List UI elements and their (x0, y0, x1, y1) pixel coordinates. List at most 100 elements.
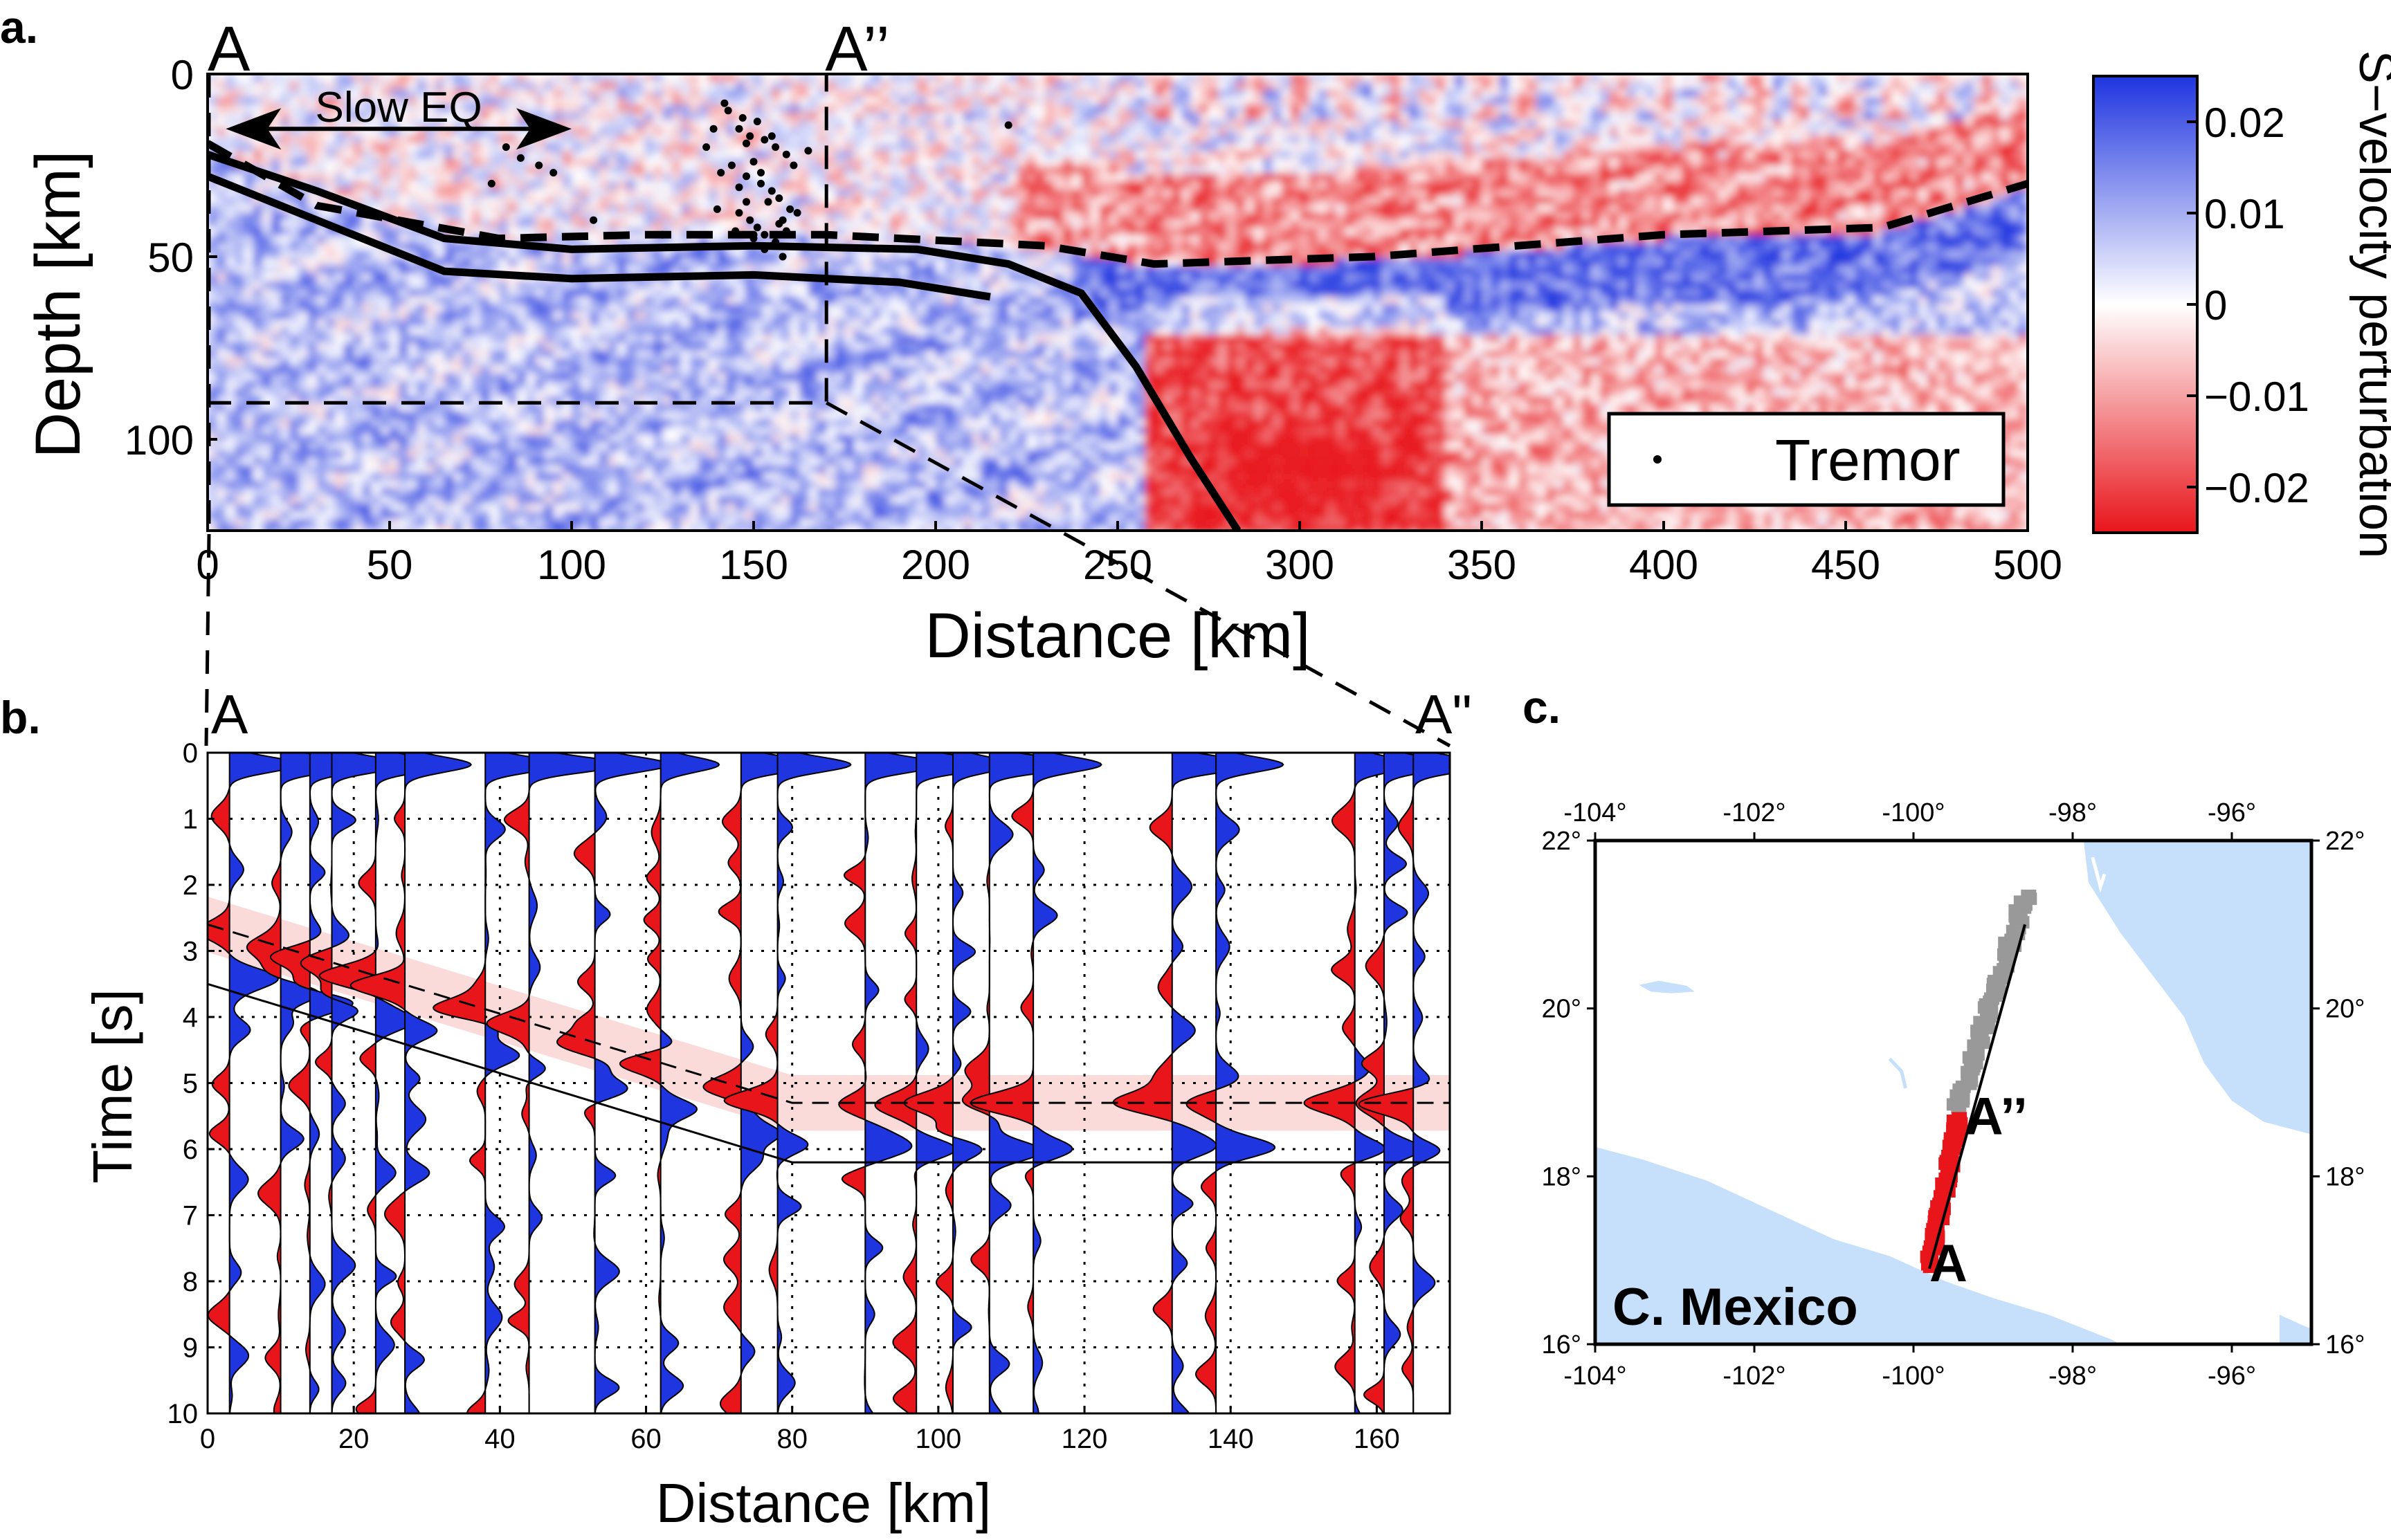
tremor-point (735, 125, 743, 133)
waveform-trace (1358, 753, 1450, 1413)
tremor-point (749, 158, 758, 166)
x-tick-label: 100 (916, 1424, 962, 1454)
y-tick-label: 50 (147, 235, 194, 281)
x-tick-label: 400 (1629, 542, 1698, 588)
negative-lobes (839, 753, 866, 1413)
tremor-point (775, 194, 783, 202)
panel-b-ticks: 0 20 40 60 80 100 120 140 160 0 1 2 3 4 5 6 7 8 9 10 (167, 738, 1400, 1454)
panel-b: b. 0 20 40 60 80 100 120 140 160 0 1 2 3 4 5 6 7 8 9 10 Dis… (0, 684, 1472, 1534)
colorbar-tick-label: 0.01 (2204, 191, 2285, 237)
trace-outline (208, 753, 300, 1413)
tremor-point (731, 227, 740, 235)
slab-bottom-line (208, 172, 991, 301)
tremor-point (535, 161, 543, 169)
tremor-point (659, 230, 666, 239)
waveform-trace (903, 753, 1015, 1413)
tremor-point (720, 99, 729, 107)
panel-c-letter: c. (1522, 681, 1561, 733)
trace-outline (269, 753, 394, 1413)
tremor-point (753, 118, 761, 126)
waveform-trace (702, 753, 819, 1413)
positive-lobes (740, 753, 819, 1413)
waveform-trace (970, 753, 1102, 1413)
waveform-trace (300, 753, 408, 1413)
tremor-point (757, 169, 765, 177)
tremor-point (790, 161, 798, 169)
lon-tick-label-bottom: -104° (1563, 1362, 1626, 1391)
tremor-point (717, 169, 725, 177)
x-tick-label: 120 (1062, 1424, 1108, 1454)
lat-tick-label-left: 18° (1542, 1162, 1581, 1191)
negative-lobes (1304, 753, 1355, 1413)
tremor-point (735, 183, 743, 192)
tremor-point (713, 205, 721, 213)
y-tick-label: 9 (183, 1333, 198, 1364)
y-tick-label: 2 (183, 870, 198, 901)
waveform-trace (874, 753, 1004, 1413)
waveform-trace (619, 753, 720, 1413)
waveform-trace (1303, 753, 1414, 1413)
y-tick-label: 0 (171, 52, 194, 98)
section-label-a: A (208, 14, 251, 84)
waveform-trace (1185, 753, 1284, 1413)
tremor-point (767, 187, 776, 195)
trace-outline (318, 753, 452, 1413)
positive-lobes (660, 753, 720, 1413)
negative-lobes (970, 753, 1034, 1413)
section-label-a-end: A’’ (825, 14, 890, 84)
lat-tick-label-left: 22° (1542, 827, 1581, 856)
tremor-point (724, 107, 732, 115)
tremor-point (793, 209, 801, 217)
section-label-b-end: A" (1415, 684, 1472, 745)
solid-phase-line (208, 982, 1450, 1164)
y-tick-label: 5 (183, 1069, 198, 1099)
lon-tick-label-top: -102° (1722, 798, 1785, 827)
colorbar: 0.02 0.01 0 −0.01 −0.02 S−velocity perturbat… (2092, 51, 2391, 558)
panel-b-letter: b. (0, 692, 41, 743)
waveform-trace (1112, 753, 1260, 1413)
tremor-point (761, 136, 769, 144)
waveform-trace (723, 753, 852, 1413)
positive-lobes (309, 753, 393, 1413)
trace-outline (970, 753, 1102, 1413)
waveform-trace (318, 753, 452, 1413)
panel-a-ylabel: Depth [km] (23, 151, 93, 459)
reservoir (1888, 1057, 1907, 1089)
negative-lobes (1356, 753, 1384, 1413)
gulf-of-mexico (2083, 841, 2311, 1135)
colorbar-tick-label: −0.01 (2204, 374, 2309, 420)
negative-lobes (246, 753, 281, 1413)
panel-c-frame (1593, 838, 2313, 1346)
tremor-point (782, 150, 790, 158)
tremor-points (487, 99, 1012, 261)
coastline-map (1595, 841, 2311, 1344)
y-tick-label: 3 (183, 937, 198, 967)
tremor-point (804, 147, 812, 155)
y-tick-label: 7 (183, 1201, 198, 1231)
gulf-of-tehuantepec (2280, 1314, 2311, 1344)
tremor-point (709, 125, 718, 133)
lat-tick-label-right: 22° (2325, 827, 2365, 856)
region-label: C. Mexico (1612, 1278, 1858, 1337)
tremor-point (757, 179, 765, 187)
tremor-point (746, 216, 754, 224)
x-tick-label: 160 (1354, 1424, 1400, 1454)
station-other (1951, 1101, 1967, 1114)
lagoon (2091, 856, 2107, 893)
tremor-point (743, 198, 750, 206)
panel-a: a. 0 50 100 150 200 250 300 350 400 450 500050100 … (0, 1, 2391, 671)
negative-lobes (487, 753, 529, 1413)
y-tick-label: 10 (167, 1399, 199, 1429)
waveform-trace (433, 753, 563, 1413)
panel-b-xlabel: Distance [km] (656, 1472, 992, 1534)
slab-top-line (208, 150, 1242, 531)
lat-tick-label-right: 18° (2325, 1162, 2365, 1191)
x-tick-label: 500 (1993, 542, 2062, 588)
positive-lobes (229, 753, 300, 1413)
colorbar-tick-label: 0.02 (2204, 100, 2285, 146)
negative-lobes (208, 753, 230, 1413)
lon-tick-label-bottom: -96° (2208, 1362, 2256, 1391)
inset-box (208, 74, 828, 405)
lat-tick-label-right: 16° (2325, 1330, 2365, 1359)
tremor-point (549, 169, 558, 177)
